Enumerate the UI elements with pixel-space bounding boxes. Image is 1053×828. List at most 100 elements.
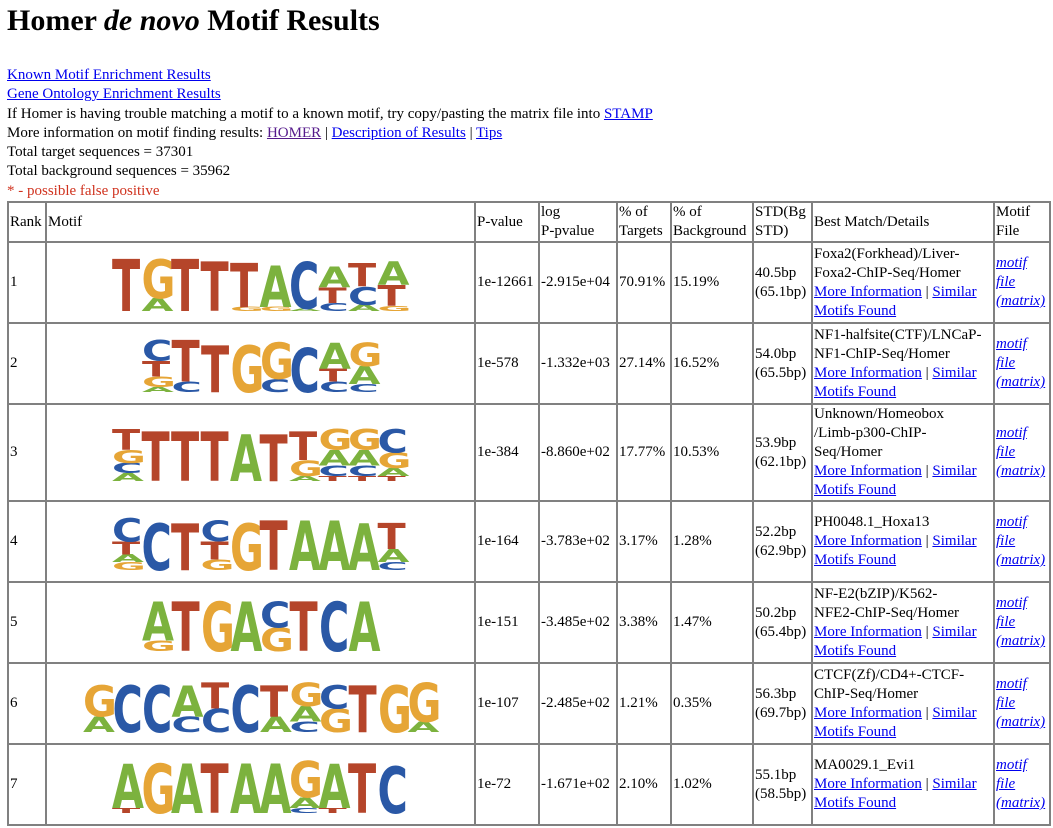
more-information-link[interactable]: More Information — [814, 776, 922, 793]
logo-letter-G: G — [289, 752, 323, 810]
logo-letter-A: A — [378, 466, 411, 478]
stamp-link[interactable]: STAMP — [603, 105, 653, 122]
targets-cell: 1.21% — [617, 663, 671, 745]
logp-cell: -2.915e+04 — [539, 242, 617, 324]
logo-letter-G: G — [142, 638, 176, 655]
logo-letter-A: A — [349, 590, 381, 663]
rank-cell: 5 — [8, 582, 46, 664]
rank-cell: 4 — [8, 501, 46, 583]
pvalue-cell: 1e-384 — [475, 404, 539, 502]
motif-file-cell: motif file (matrix) — [994, 582, 1050, 664]
similar-motifs-link[interactable]: Similar Motifs Found — [814, 463, 977, 499]
logp-cell: -1.332e+03 — [539, 323, 617, 405]
logo-letter-C: C — [112, 512, 142, 549]
logo-letter-C: C — [142, 335, 172, 368]
motif-matrix-link[interactable]: (matrix) — [996, 714, 1046, 731]
background-cell: 16.52% — [671, 323, 753, 405]
logo-letter-C: C — [201, 516, 231, 549]
motif-file-link[interactable]: motif file — [996, 425, 1027, 461]
best-match-text: NF-E2(bZIP)/K562- — [814, 585, 938, 602]
more-information-link[interactable]: More Information — [814, 463, 922, 480]
logo-letter-A: A — [112, 553, 145, 565]
logo-letter-C: C — [319, 302, 349, 314]
logo-letter-C: C — [260, 595, 290, 637]
best-match-cell: NF1-halfsite(CTF)/LNCaP- NF1-ChIP-Seq/Hom… — [812, 323, 994, 405]
homer-link[interactable]: HOMER — [266, 124, 322, 141]
motif-file-link[interactable]: motif file — [996, 676, 1027, 712]
more-information-link[interactable]: More Information — [814, 623, 922, 640]
motif-matrix-link[interactable]: (matrix) — [996, 463, 1046, 480]
motif-matrix-link[interactable]: (matrix) — [996, 633, 1046, 650]
motif-file-link[interactable]: motif file — [996, 336, 1027, 372]
header-targets: % of Targets — [617, 202, 671, 243]
motif-file-link[interactable]: motif file — [996, 757, 1027, 793]
logo-letter-T: T — [112, 538, 141, 559]
logo-letter-T: T — [348, 257, 377, 294]
logo-letter-C: C — [348, 282, 378, 311]
logo-letter-A: A — [171, 752, 203, 825]
logo-letter-A: A — [83, 712, 116, 737]
best-match-text: NF1-ChIP-Seq/Homer — [814, 345, 950, 362]
motif-matrix-link[interactable]: (matrix) — [996, 293, 1046, 310]
known-motif-link[interactable]: Known Motif Enrichment Results — [7, 67, 211, 83]
logo-letter-A: A — [142, 593, 174, 655]
std-cell: 52.2bp (62.9bp) — [753, 501, 812, 583]
logo-letter-C: C — [378, 561, 408, 573]
logo-letter-T: T — [319, 283, 348, 308]
more-information-link[interactable]: More Information — [814, 283, 922, 300]
logo-letter-C: C — [319, 679, 349, 716]
best-match-cell: MA0029.1_Evi1 More Information | Similar M… — [812, 744, 994, 826]
best-match-text: MA0029.1_Evi1 — [814, 757, 916, 774]
logo-letter-T: T — [142, 420, 170, 493]
logo-letter-T: T — [319, 806, 348, 814]
best-match-cell: NF-E2(bZIP)/K562- NFE2-ChIP-Seq/Homer More… — [812, 582, 994, 664]
motif-file-link[interactable]: motif file — [996, 595, 1027, 631]
similar-motifs-link[interactable]: Similar Motifs Found — [814, 704, 977, 740]
more-information-link[interactable]: More Information — [814, 533, 922, 550]
logo-letter-C: C — [231, 673, 261, 743]
logo-letter-G: G — [408, 674, 442, 736]
motif-file-link[interactable]: motif file — [996, 514, 1027, 550]
tips-link[interactable]: Tips — [476, 124, 503, 141]
logo-letter-T: T — [290, 590, 318, 663]
logo-letter-G: G — [378, 304, 412, 312]
logo-letter-G: G — [260, 306, 294, 313]
logo-letter-A: A — [319, 753, 351, 823]
gene-ontology-link[interactable]: Gene Ontology Enrichment Results — [7, 86, 221, 103]
logo-letter-T: T — [201, 676, 230, 718]
best-match-text: ChIP-Seq/Homer — [814, 685, 919, 702]
best-match-cell: Unknown/Homeobox/Limb-p300-ChIP- Seq/Home… — [812, 404, 994, 502]
description-link[interactable]: Description of Results — [331, 124, 466, 141]
best-match-text: CTCF(Zf)/CD4+-CTCF- — [814, 666, 965, 683]
more-information-link[interactable]: More Information — [814, 364, 922, 381]
logo-letter-C: C — [319, 379, 349, 396]
motif-matrix-link[interactable]: (matrix) — [996, 374, 1046, 391]
logo-letter-T: T — [260, 509, 288, 582]
background-cell: 1.47% — [671, 582, 753, 664]
motif-matrix-link[interactable]: (matrix) — [996, 552, 1046, 569]
logo-letter-G: G — [290, 677, 324, 714]
motif-matrix-link[interactable]: (matrix) — [996, 795, 1046, 812]
more-information-link[interactable]: More Information — [814, 704, 922, 721]
logp-cell: -8.860e+02 — [539, 404, 617, 502]
similar-motifs-link[interactable]: Similar Motifs Found — [814, 776, 977, 812]
logo-letter-G: G — [83, 677, 117, 727]
targets-cell: 3.17% — [617, 501, 671, 583]
similar-motifs-link[interactable]: Similar Motifs Found — [814, 364, 977, 400]
similar-motifs-link[interactable]: Similar Motifs Found — [814, 623, 977, 659]
header-motif: Motif — [46, 202, 475, 243]
motif-file-link[interactable]: motif file — [996, 255, 1027, 291]
best-match-text: NFE2-ChIP-Seq/Homer — [814, 604, 959, 621]
similar-motifs-link[interactable]: Similar Motifs Found — [814, 283, 977, 319]
logo-letter-C: C — [201, 703, 231, 740]
logo-letter-A: A — [260, 752, 292, 825]
similar-motifs-link[interactable]: Similar Motifs Found — [814, 533, 977, 569]
